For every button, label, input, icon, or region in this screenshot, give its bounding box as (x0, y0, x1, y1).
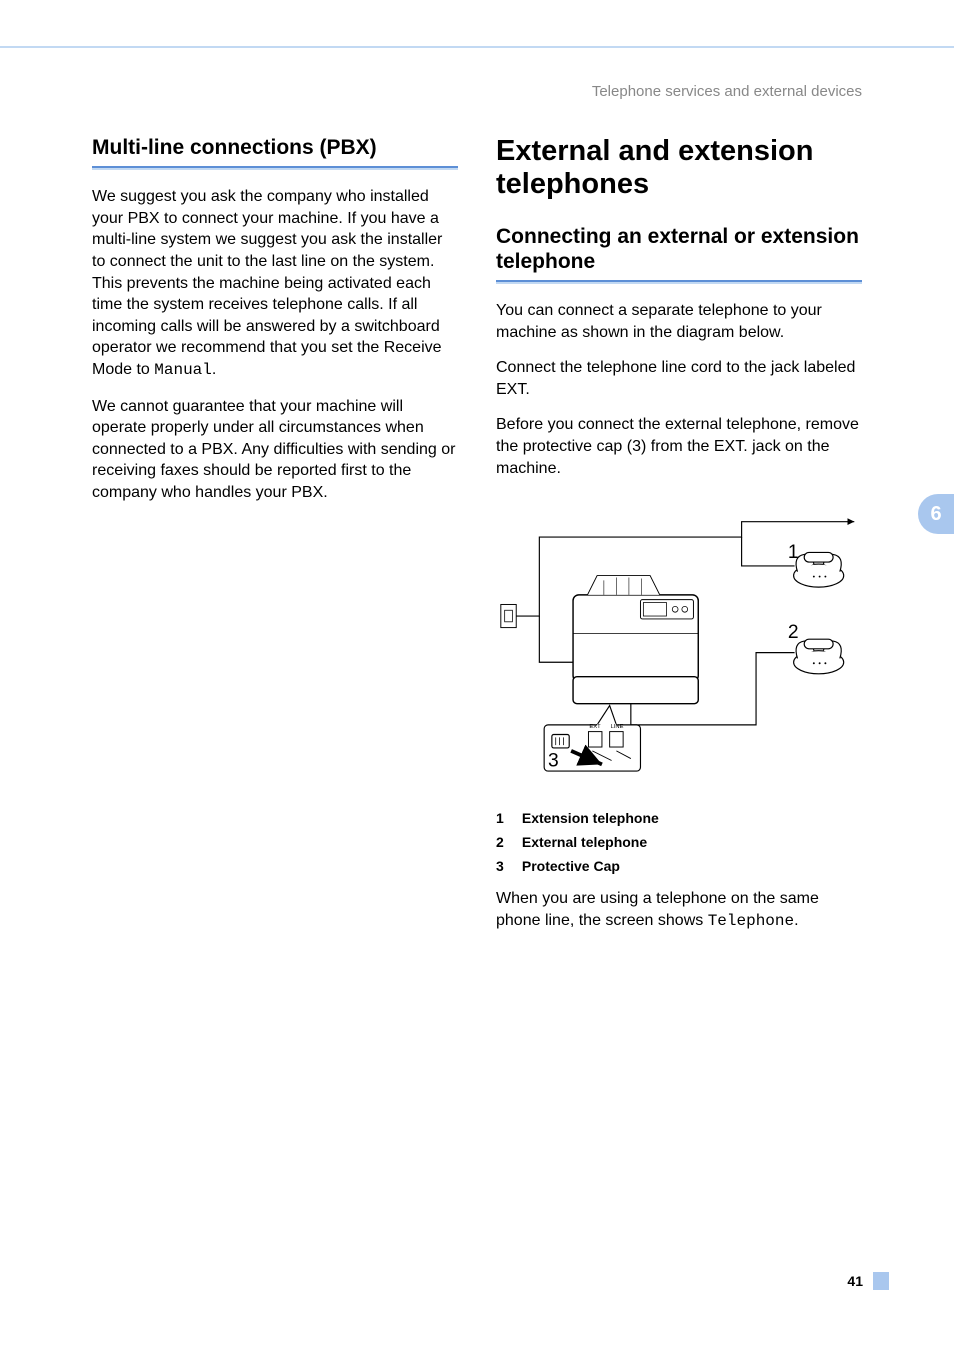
page-number-bar (873, 1272, 889, 1290)
protective-cap-icon (552, 735, 569, 748)
left-paragraph-1: We suggest you ask the company who insta… (92, 186, 458, 381)
legend-item-3: 3 Protective Cap (496, 858, 862, 874)
left-p1-text-b: . (212, 361, 216, 378)
right-p4-text-b: . (794, 912, 798, 929)
left-column: Multi-line connections (PBX) We suggest … (92, 135, 458, 946)
external-phone-icon (794, 639, 844, 674)
diagram-label-1: 1 (788, 542, 799, 563)
svg-text:LINE: LINE (611, 724, 624, 730)
legend-num-3: 3 (496, 858, 518, 874)
diagram-label-3: 3 (548, 751, 559, 772)
diagram-legend: 1 Extension telephone 2 External telepho… (496, 810, 862, 874)
page-header-breadcrumb: Telephone services and external devices (592, 83, 862, 100)
machine-icon (573, 576, 698, 704)
left-p1-text-a: We suggest you ask the company who insta… (92, 188, 442, 378)
svg-text:EXT: EXT (589, 724, 601, 730)
legend-item-2: 2 External telephone (496, 834, 862, 850)
content-area: Multi-line connections (PBX) We suggest … (92, 135, 862, 946)
right-paragraph-1: You can connect a separate telephone to … (496, 300, 862, 343)
right-paragraph-4: When you are using a telephone on the sa… (496, 888, 862, 932)
right-paragraph-2: Connect the telephone line cord to the j… (496, 357, 862, 400)
right-p4-code: Telephone (708, 912, 794, 930)
page-number-area: 41 (847, 1272, 889, 1290)
legend-text-2: External telephone (522, 834, 647, 850)
extension-phone-icon (794, 553, 844, 588)
diagram-label-2: 2 (788, 622, 799, 643)
right-column: External and extension telephones Connec… (496, 135, 862, 946)
legend-text-3: Protective Cap (522, 858, 620, 874)
right-paragraph-3: Before you connect the external telephon… (496, 414, 862, 479)
left-p1-code: Manual (154, 361, 212, 379)
legend-num-2: 2 (496, 834, 518, 850)
legend-item-1: 1 Extension telephone (496, 810, 862, 826)
legend-num-1: 1 (496, 810, 518, 826)
top-border-line (0, 46, 954, 48)
connection-diagram: 1 2 EXT LINE (496, 503, 862, 783)
left-heading: Multi-line connections (PBX) (92, 135, 458, 168)
chapter-number: 6 (930, 503, 941, 526)
chapter-tab: 6 (918, 494, 954, 534)
legend-text-1: Extension telephone (522, 810, 659, 826)
left-paragraph-2: We cannot guarantee that your machine wi… (92, 396, 458, 504)
page-number: 41 (847, 1273, 863, 1289)
right-heading: Connecting an external or extension tele… (496, 224, 862, 282)
right-title: External and extension telephones (496, 135, 862, 202)
